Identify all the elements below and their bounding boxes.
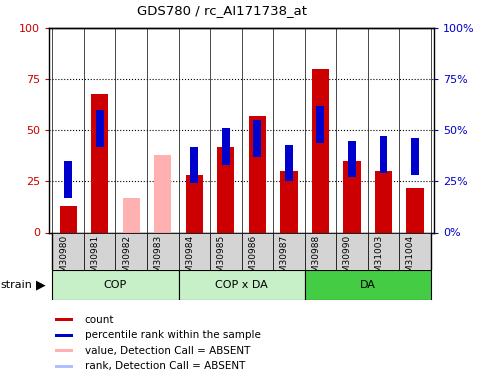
Bar <box>55 318 73 321</box>
Bar <box>115 232 147 270</box>
Bar <box>411 138 419 175</box>
Bar <box>52 232 84 270</box>
Text: GSM30982: GSM30982 <box>122 234 131 284</box>
Bar <box>123 198 140 232</box>
Text: COP x DA: COP x DA <box>215 280 268 290</box>
Text: percentile rank within the sample: percentile rank within the sample <box>85 330 261 340</box>
Bar <box>222 128 230 165</box>
Bar <box>52 270 178 300</box>
Text: rank, Detection Call = ABSENT: rank, Detection Call = ABSENT <box>85 361 245 371</box>
Text: strain: strain <box>0 280 32 290</box>
Text: DA: DA <box>360 280 376 290</box>
Bar <box>305 232 336 270</box>
Bar <box>312 69 329 232</box>
Bar <box>317 106 324 142</box>
Bar <box>147 232 178 270</box>
Bar <box>336 232 368 270</box>
Bar <box>380 136 387 173</box>
Bar <box>375 171 392 232</box>
Bar <box>280 171 297 232</box>
Text: GDS780 / rc_AI171738_at: GDS780 / rc_AI171738_at <box>138 4 307 17</box>
Bar <box>64 161 72 198</box>
Bar <box>154 155 172 232</box>
Bar <box>285 145 293 182</box>
Text: GSM30984: GSM30984 <box>185 234 194 284</box>
Bar <box>210 232 242 270</box>
Bar <box>217 147 235 232</box>
Text: ▶: ▶ <box>35 279 45 291</box>
Bar <box>253 120 261 157</box>
Bar <box>55 349 73 352</box>
Bar <box>305 270 431 300</box>
Bar <box>406 188 423 232</box>
Text: GSM30987: GSM30987 <box>280 234 289 284</box>
Text: GSM30986: GSM30986 <box>248 234 257 284</box>
Bar <box>60 206 77 232</box>
Bar <box>348 141 356 177</box>
Bar <box>84 232 115 270</box>
Text: count: count <box>85 315 114 325</box>
Text: GSM30983: GSM30983 <box>154 234 163 284</box>
Bar <box>55 334 73 337</box>
Bar <box>248 116 266 232</box>
Text: GSM30981: GSM30981 <box>91 234 100 284</box>
Text: GSM31003: GSM31003 <box>374 234 384 284</box>
Text: COP: COP <box>104 280 127 290</box>
Bar <box>190 147 198 183</box>
Bar <box>91 93 108 232</box>
Text: GSM30980: GSM30980 <box>59 234 68 284</box>
Text: GSM31004: GSM31004 <box>406 234 415 284</box>
Bar <box>178 232 210 270</box>
Bar <box>242 232 273 270</box>
Text: value, Detection Call = ABSENT: value, Detection Call = ABSENT <box>85 346 250 356</box>
Bar <box>55 365 73 368</box>
Bar <box>368 232 399 270</box>
Text: GSM30985: GSM30985 <box>217 234 226 284</box>
Bar <box>96 110 104 147</box>
Bar <box>343 161 360 232</box>
Bar <box>399 232 431 270</box>
Text: GSM30988: GSM30988 <box>312 234 320 284</box>
Bar <box>178 270 305 300</box>
Bar <box>186 175 203 232</box>
Bar <box>273 232 305 270</box>
Text: GSM30990: GSM30990 <box>343 234 352 284</box>
